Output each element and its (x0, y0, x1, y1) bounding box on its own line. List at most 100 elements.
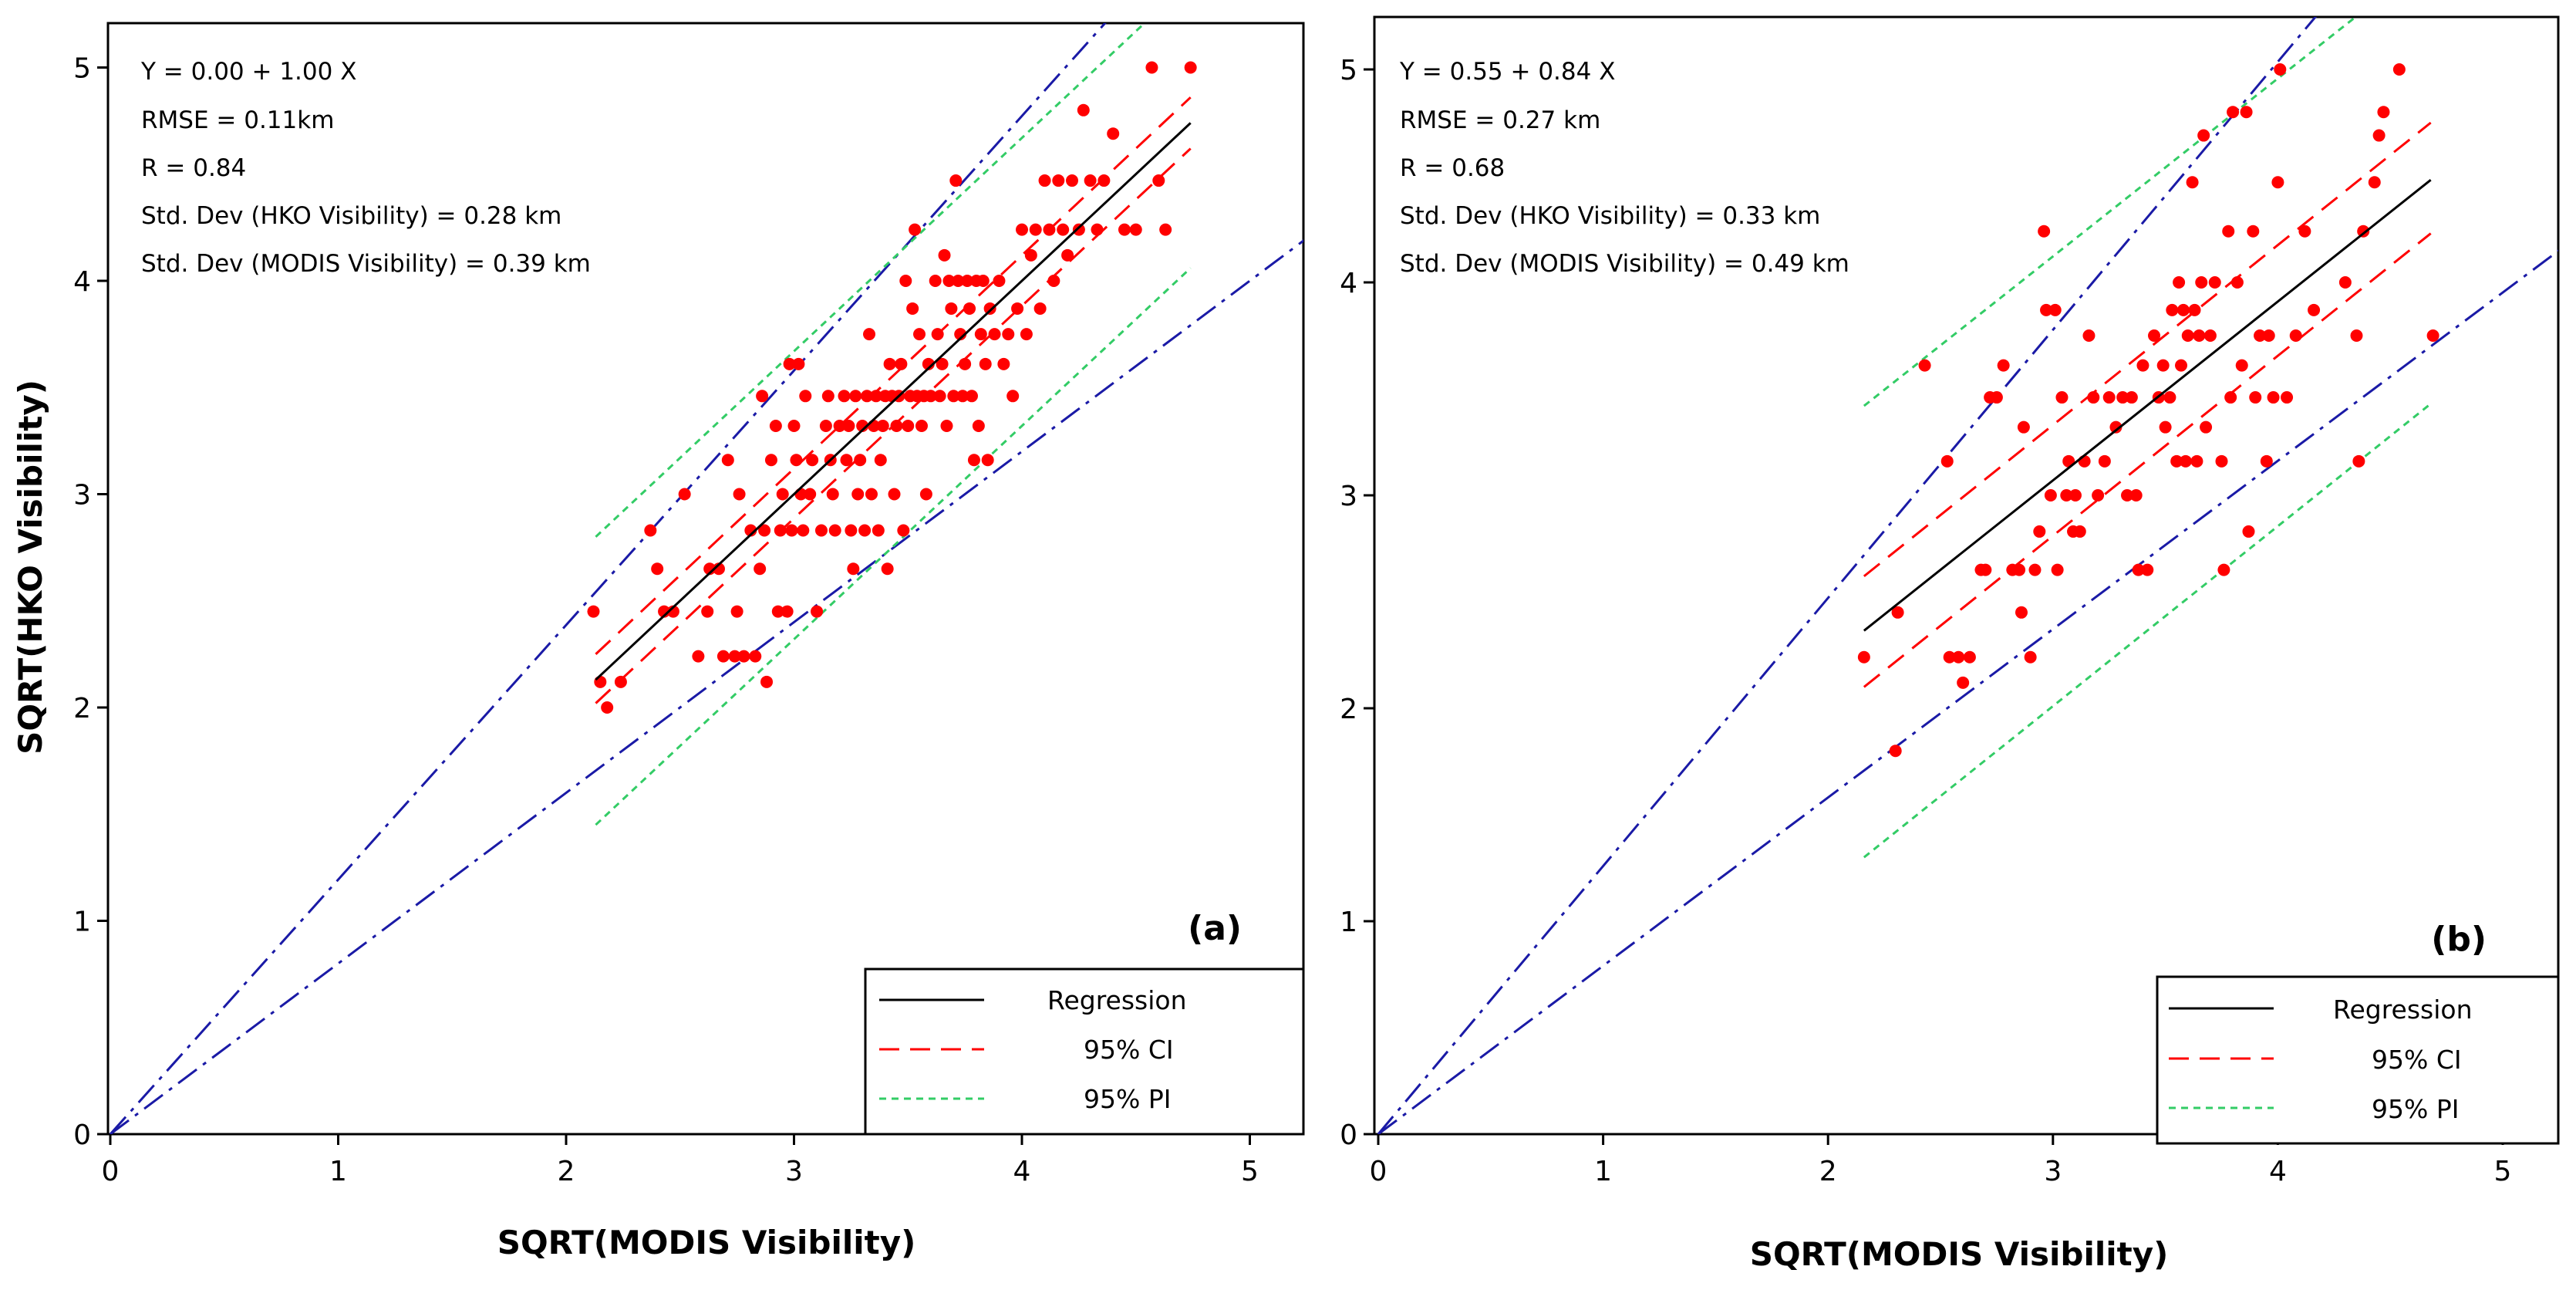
panel-a-data-point (1097, 174, 1111, 187)
panel-a-data-point (819, 420, 832, 433)
panel-a-data-point (811, 605, 824, 618)
panel-b-rmse: RMSE = 0.27 km (1400, 106, 1600, 134)
panel-a-data-point (760, 675, 774, 688)
panel-b-data-point (2092, 489, 2105, 501)
panel-a-stddev-modis: Std. Dev (MODIS Visibility) = 0.39 km (141, 250, 591, 278)
panel-b-x-tick-label: 3 (2044, 1156, 2062, 1187)
panel-b-data-point (2078, 454, 2091, 468)
panel-a-data-point (979, 357, 992, 370)
panel-a-data-point (897, 524, 910, 537)
panel-a-data-point (1152, 174, 1165, 187)
panel-a-data-point (936, 357, 949, 370)
panel-a-data-point (849, 390, 862, 403)
panel-b-data-point (2121, 489, 2134, 501)
panel-a-data-point (758, 524, 771, 537)
panel-b-data-point (2224, 391, 2237, 404)
panel-a-ci-upper-line (595, 96, 1192, 655)
panel-b-data-point (2148, 329, 2161, 342)
panel-a: 0 1 2 3 4 5 0 1 2 3 4 5 Y = 0.00 + 1.00 X RMSE = 0.… (12, 22, 1305, 1261)
panel-a-data-point (1002, 328, 1015, 341)
panel-a-data-point (974, 328, 987, 341)
panel-b-data-point (2129, 489, 2143, 501)
panel-a-data-point (1029, 223, 1042, 236)
panel-a-y-tick-label: 5 (73, 53, 91, 85)
panel-a-data-point (821, 390, 835, 403)
panel-b-data-point (2195, 276, 2208, 289)
panel-a-data-point (945, 302, 958, 315)
panel-a-x-tick-label: 1 (329, 1156, 347, 1187)
panel-b-data-point (2392, 63, 2406, 76)
panel-a-data-point (730, 605, 743, 618)
panel-a-data-point (1159, 223, 1172, 236)
panel-b-label: (b) (2431, 920, 2487, 959)
panel-a-data-point (678, 488, 691, 501)
panel-b-lines (1377, 17, 2558, 1134)
panel-b-data-point (2109, 420, 2123, 434)
panel-a-data-point (644, 524, 657, 537)
panel-a-data-point (737, 650, 750, 663)
panel-a-data-point (1107, 127, 1120, 140)
panel-a-data-point (1066, 174, 1079, 187)
panel-b-data-point (2156, 359, 2170, 372)
panel-b-legend-regression-label: Regression (2333, 995, 2473, 1025)
panel-b-data-point (2073, 525, 2086, 538)
panel-a-rmse: RMSE = 0.11km (141, 106, 334, 134)
panel-a-data-point (1038, 174, 1051, 187)
panel-a-y-tick-label: 4 (73, 266, 91, 298)
panel-a-data-point (749, 650, 762, 663)
panel-b-data-point (2267, 391, 2280, 404)
panel-a-data-point (1091, 223, 1104, 236)
panel-b-y-tick-label: 1 (1340, 907, 1357, 938)
panel-a-data-point (1084, 174, 1097, 187)
panel-a-data-point (854, 454, 867, 467)
panel-a-annotations: Y = 0.00 + 1.00 X RMSE = 0.11km R = 0.84… (140, 58, 591, 278)
panel-b-plot-area: 0 1 2 3 4 5 0 1 2 3 4 5 (1340, 15, 2560, 1187)
panel-a-data-point (924, 390, 937, 403)
panel-b-data-point (2132, 563, 2145, 576)
panel-b-ci-lower-line (1863, 232, 2432, 688)
panel-a-data-point (721, 454, 734, 467)
panel-a-data-point (851, 488, 865, 501)
panel-b-data-point (2357, 225, 2370, 238)
panel-a-regression-line (595, 122, 1192, 681)
panel-b-data-point (2249, 391, 2262, 404)
panel-b-lower-bound-line (1377, 249, 2558, 1134)
panel-a-data-point (909, 223, 922, 236)
panel-b-data-point (1889, 745, 1902, 758)
panel-b-x-tick-label: 0 (1370, 1156, 1387, 1187)
panel-b-data-point (2048, 303, 2062, 316)
panel-a-data-point (701, 605, 714, 618)
panel-a-data-point (651, 562, 664, 576)
panel-b-data-point (2289, 329, 2302, 342)
panel-a-data-point (601, 701, 614, 714)
panel-b-data-point (1997, 359, 2010, 372)
panel-b-data-point (2274, 63, 2287, 76)
panel-a-data-point (787, 420, 801, 433)
panel-b-data-point (2222, 225, 2235, 238)
panel-a-data-point (783, 357, 796, 370)
panel-b-data-point (2235, 359, 2248, 372)
panel-a-data-point (1057, 223, 1070, 236)
panel-b-x-tick-label: 4 (2269, 1156, 2287, 1187)
panel-a-data-point (938, 248, 951, 262)
panel-b-fit-lines (1863, 121, 2432, 688)
panel-a-legend: Regression 95% CI 95% PI (864, 967, 1305, 1136)
panel-b-data-point (2040, 303, 2053, 316)
panel-a-data-point (869, 390, 882, 403)
panel-a-ci-lower-line (595, 147, 1192, 704)
panel-b-data-point (2015, 606, 2028, 619)
panel-a-data-point (883, 357, 896, 370)
panel-b-data-point (2271, 176, 2284, 189)
panel-b-data-point (2281, 391, 2294, 404)
panel-b-data-point (1940, 454, 1954, 468)
panel-a-data-point (949, 174, 963, 187)
panel-a-data-point (799, 390, 812, 403)
panel-a-y-tick-label: 0 (73, 1119, 91, 1151)
panel-b-data-point (2197, 129, 2210, 142)
panel-a-data-point (845, 524, 858, 537)
panel-a-upper-bound-line (109, 23, 1107, 1134)
panel-a-data-point (838, 390, 851, 403)
panel-a-data-point (1145, 61, 1158, 74)
panel-b-data-point (1952, 650, 1965, 664)
panel-b-data-point (2377, 106, 2390, 119)
